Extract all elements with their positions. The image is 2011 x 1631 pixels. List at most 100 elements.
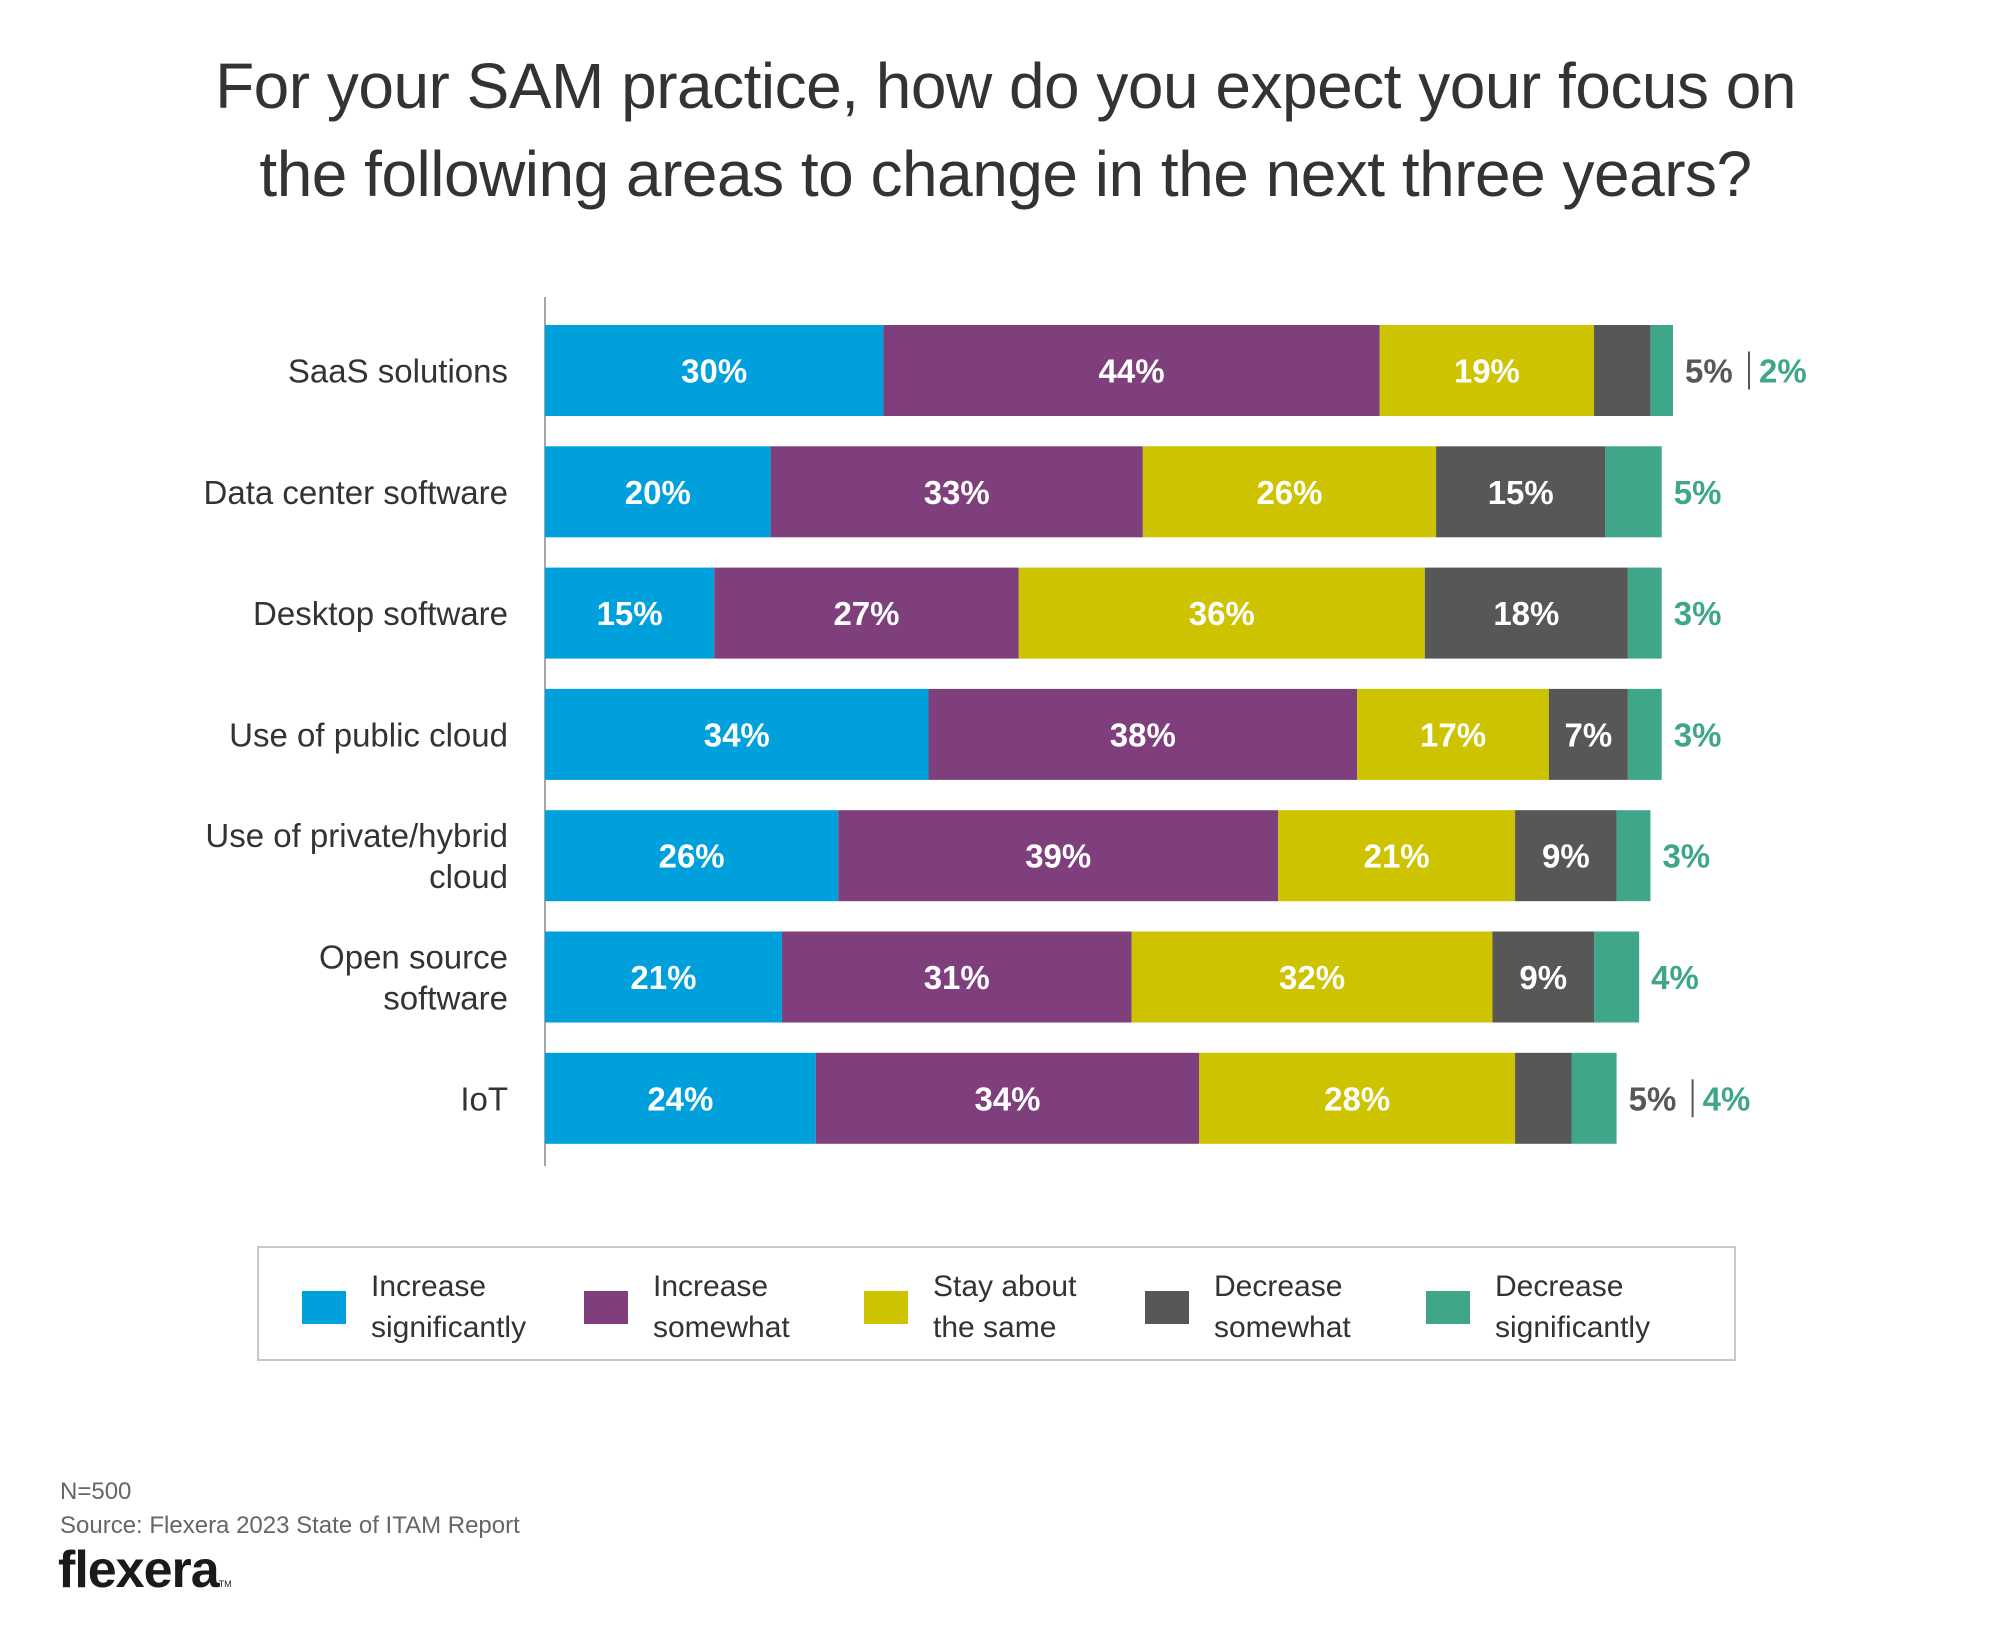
- category-label-iot: IoT: [460, 1080, 508, 1117]
- bar-value-label: 39%: [1025, 838, 1091, 875]
- legend-swatch: [864, 1290, 908, 1324]
- bar-segment-decrease-somewhat[interactable]: [1436, 446, 1606, 538]
- bar-segment-stay-about-the-same[interactable]: [1142, 446, 1437, 538]
- legend-label-line-1: Decrease: [1495, 1270, 1624, 1303]
- legend-label-line-1: Stay about: [933, 1270, 1077, 1303]
- category-label-use-of-private-hybrid-cloud: Use of private/hybrid cloud: [205, 817, 508, 895]
- bars-group: SaaS solutions 30% 44% 19% 5% 2% Data center s…: [204, 325, 1807, 1144]
- bar-segment-increase-significantly[interactable]: [545, 931, 782, 1023]
- bar-segment-stay-about-the-same[interactable]: [1018, 567, 1425, 659]
- bar-segment-decrease-somewhat[interactable]: [1515, 810, 1617, 902]
- bar-segment-decrease-somewhat[interactable]: [1548, 688, 1628, 780]
- bar-value-label: 44%: [1099, 353, 1165, 390]
- bar-value-label: 21%: [630, 959, 696, 996]
- legend-swatch: [302, 1290, 346, 1324]
- bar-segment-stay-about-the-same[interactable]: [1199, 1052, 1516, 1144]
- outside-value-label-decrease-significantly: 3%: [1674, 716, 1722, 753]
- bar-segment-increase-significantly[interactable]: [545, 688, 929, 780]
- category-label-desktop-software: Desktop software: [253, 595, 508, 632]
- legend-label-line-1: Increase: [653, 1270, 769, 1303]
- logo-wordmark: flexera: [58, 1541, 220, 1599]
- bar-value-label: 32%: [1279, 959, 1345, 996]
- bar-segment-increase-somewhat[interactable]: [770, 446, 1143, 538]
- bar-segment-decrease-somewhat[interactable]: [1492, 931, 1595, 1023]
- bar-segment-decrease-somewhat[interactable]: [1515, 1052, 1572, 1144]
- bar-value-label: 28%: [1324, 1080, 1390, 1117]
- legend-label-line-2: somewhat: [1214, 1311, 1351, 1344]
- legend-item-decrease-somewhat[interactable]: Decrease somewhat: [1145, 1266, 1424, 1348]
- legend: Increase significantly Increase somewhat…: [257, 1246, 1736, 1361]
- category-label-line: SaaS solutions: [288, 353, 508, 390]
- bar-value-label: 9%: [1542, 838, 1590, 875]
- outside-value-label-decrease-significantly: 3%: [1662, 838, 1710, 875]
- bar-segment-decrease-somewhat[interactable]: [1424, 567, 1628, 659]
- bar-segment-decrease-significantly[interactable]: [1605, 446, 1662, 538]
- bar-segment-increase-somewhat[interactable]: [781, 931, 1132, 1023]
- bar-segment-increase-significantly[interactable]: [545, 446, 771, 538]
- category-label-line: Desktop software: [253, 595, 508, 632]
- bar-segment-stay-about-the-same[interactable]: [1131, 931, 1493, 1023]
- bar-value-label: 33%: [924, 474, 990, 511]
- category-label-line: IoT: [460, 1080, 508, 1117]
- legend-swatch: [1145, 1290, 1189, 1324]
- category-label-line: Data center software: [204, 474, 508, 511]
- logo-trademark: TM: [218, 1579, 232, 1589]
- bar-value-label: 27%: [833, 595, 899, 632]
- legend-swatch: [584, 1290, 628, 1324]
- chart-title: For your SAM practice, how do you expect…: [0, 42, 2011, 218]
- bar-segment-decrease-significantly[interactable]: [1650, 325, 1673, 416]
- category-label-open-source-software: Open source software: [319, 939, 508, 1017]
- bar-segment-decrease-significantly[interactable]: [1616, 810, 1651, 902]
- category-label-line: Open source: [319, 939, 508, 976]
- outside-value-label-decrease-significantly: 4%: [1651, 959, 1699, 996]
- legend-label-line-1: Increase: [371, 1270, 487, 1303]
- bar-segment-increase-significantly[interactable]: [545, 1052, 816, 1144]
- flexera-logo: flexeraTM: [58, 1540, 232, 1600]
- outside-value-label-decrease-significantly: 2%: [1759, 353, 1807, 390]
- bar-segment-stay-about-the-same[interactable]: [1379, 325, 1595, 416]
- chart-title-line-1: For your SAM practice, how do you expect…: [215, 50, 1796, 122]
- bar-segment-decrease-significantly[interactable]: [1627, 688, 1662, 780]
- outside-value-label-decrease-somewhat: 5%: [1629, 1080, 1677, 1117]
- bar-segment-increase-significantly[interactable]: [545, 567, 715, 659]
- chart-title-line-2: the following areas to change in the nex…: [259, 138, 1752, 210]
- sample-size-note: N=500: [60, 1478, 132, 1505]
- bar-value-label: 19%: [1454, 353, 1520, 390]
- bar-segment-decrease-significantly[interactable]: [1571, 1052, 1617, 1144]
- bar-value-label: 15%: [1488, 474, 1554, 511]
- bar-segment-decrease-significantly[interactable]: [1594, 931, 1640, 1023]
- bar-segment-increase-somewhat[interactable]: [838, 810, 1279, 902]
- bar-value-label: 9%: [1519, 959, 1567, 996]
- bar-value-label: 34%: [974, 1080, 1040, 1117]
- bar-value-label: 17%: [1420, 716, 1486, 753]
- category-label-line: Use of public cloud: [229, 716, 508, 753]
- legend-label-line-2: somewhat: [653, 1311, 790, 1344]
- bar-segment-increase-somewhat[interactable]: [928, 688, 1358, 780]
- bar-value-label: 15%: [597, 595, 663, 632]
- outside-value-label-decrease-significantly: 5%: [1674, 474, 1722, 511]
- bar-segment-increase-significantly[interactable]: [545, 810, 839, 902]
- bar-segment-increase-somewhat[interactable]: [714, 567, 1019, 659]
- bar-value-label: 38%: [1110, 716, 1176, 753]
- legend-item-stay-about-the-same[interactable]: Stay about the same: [864, 1266, 1143, 1348]
- stacked-bar-chart: SaaS solutions 30% 44% 19% 5% 2% Data center s…: [204, 297, 1807, 1166]
- bar-segment-decrease-significantly[interactable]: [1627, 567, 1662, 659]
- bar-value-label: 21%: [1364, 838, 1430, 875]
- bar-segment-increase-significantly[interactable]: [545, 325, 884, 416]
- category-label-line: software: [383, 980, 508, 1017]
- category-label-data-center-software: Data center software: [204, 474, 508, 511]
- legend-label-line-2: significantly: [371, 1311, 527, 1344]
- legend-item-decrease-significantly[interactable]: Decrease significantly: [1426, 1266, 1705, 1348]
- bar-segment-stay-about-the-same[interactable]: [1278, 810, 1516, 902]
- bar-segment-increase-somewhat[interactable]: [815, 1052, 1200, 1144]
- category-label-use-of-public-cloud: Use of public cloud: [229, 716, 508, 753]
- bar-value-label: 30%: [681, 353, 747, 390]
- outside-value-label-decrease-somewhat: 5%: [1685, 353, 1733, 390]
- legend-item-increase-somewhat[interactable]: Increase somewhat: [584, 1266, 863, 1348]
- legend-label-line-2: the same: [933, 1311, 1057, 1344]
- legend-label-line-2: significantly: [1495, 1311, 1651, 1344]
- bar-segment-stay-about-the-same[interactable]: [1357, 688, 1549, 780]
- legend-item-increase-significantly[interactable]: Increase significantly: [302, 1266, 581, 1348]
- bar-segment-decrease-somewhat[interactable]: [1594, 325, 1651, 416]
- bar-segment-increase-somewhat[interactable]: [883, 325, 1380, 416]
